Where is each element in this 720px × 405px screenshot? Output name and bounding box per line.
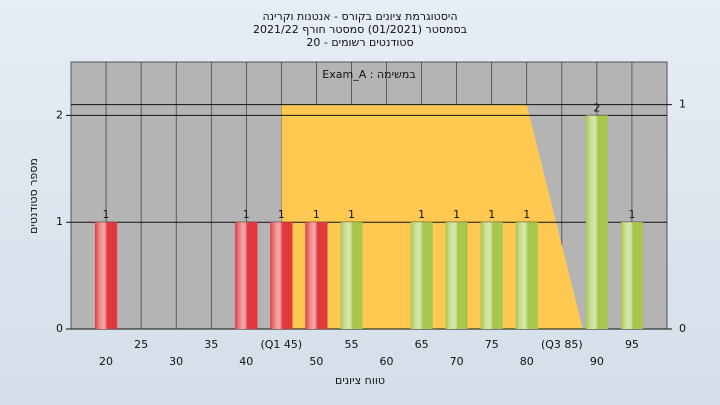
data-label: 1 <box>103 208 110 221</box>
x-tick-label: 75 <box>485 338 499 351</box>
title-line: בסמסטר (01/2021) סמסטר חורף 2021/22 <box>253 23 467 36</box>
title-line: היסטוגרמת ציונים בקורס - אנטנות וקרינה <box>262 10 457 23</box>
x-tick-label: (Q3 85) <box>541 338 583 351</box>
bar-shine <box>305 222 328 329</box>
y2-tick-label: 1 <box>679 98 686 111</box>
x-tick-label: 90 <box>590 355 604 368</box>
x-tick-label: 30 <box>169 355 183 368</box>
data-label: 1 <box>243 208 250 221</box>
x-tick-label: (Q1 45) <box>260 338 302 351</box>
x-tick-label: 25 <box>134 338 148 351</box>
data-label: 1 <box>628 208 635 221</box>
bar-shine <box>235 222 258 329</box>
x-tick-label: 55 <box>344 338 358 351</box>
data-label: 1 <box>278 208 285 221</box>
data-label: 1 <box>418 208 425 221</box>
data-label: 1 <box>453 208 460 221</box>
x-tick-label: 65 <box>415 338 429 351</box>
x-tick-label: 40 <box>239 355 253 368</box>
bar-shine <box>620 222 643 329</box>
data-label: 1 <box>488 208 495 221</box>
x-tick-label: 60 <box>380 355 394 368</box>
x-tick-label: 95 <box>625 338 639 351</box>
y-axis-label: מספר סטודנטים <box>27 158 40 234</box>
data-label: 1 <box>313 208 320 221</box>
x-tick-label: 50 <box>309 355 323 368</box>
y-tick-label: 2 <box>56 108 63 121</box>
bar-shine <box>340 222 363 329</box>
data-label: 1 <box>348 208 355 221</box>
data-label: 1 <box>523 208 530 221</box>
data-label: 2 <box>593 101 600 114</box>
x-tick-label: 20 <box>99 355 113 368</box>
x-tick-label: 80 <box>520 355 534 368</box>
bar-shine <box>515 222 538 329</box>
bar-shine <box>410 222 433 329</box>
bar-shine <box>95 222 118 329</box>
x-tick-label: 70 <box>450 355 464 368</box>
bar-shine <box>270 222 293 329</box>
title-line: סטודנטים רשומים - 20 <box>306 36 413 49</box>
bar-shine <box>445 222 468 329</box>
x-axis-label: טווח ציונים <box>335 374 385 387</box>
y-tick-label: 1 <box>56 215 63 228</box>
x-tick-label: 35 <box>204 338 218 351</box>
bar-shine <box>585 115 608 330</box>
bar-shine <box>480 222 503 329</box>
y2-tick-label: 0 <box>679 322 686 335</box>
annotation: במשימה : Exam_A <box>322 68 415 81</box>
y-tick-label: 0 <box>56 322 63 335</box>
